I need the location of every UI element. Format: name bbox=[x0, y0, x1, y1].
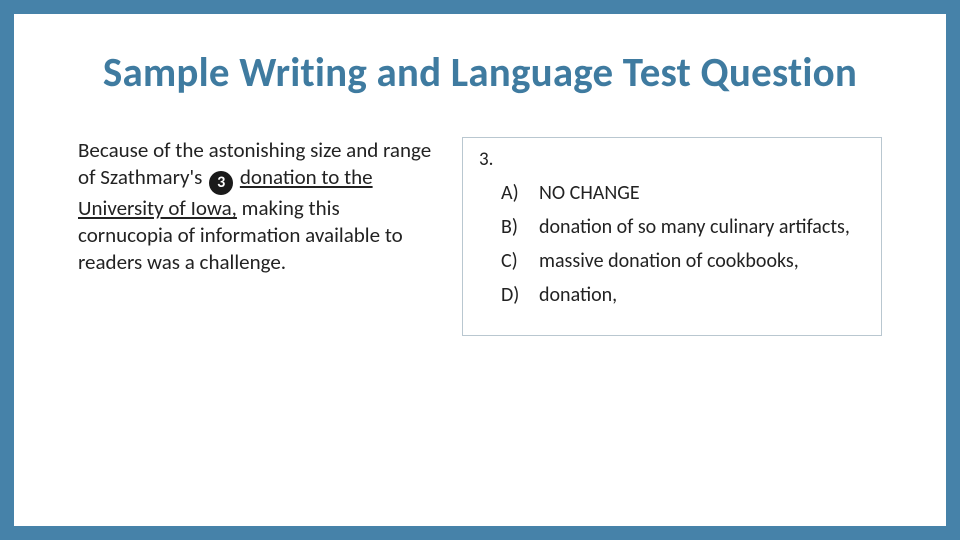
question-ref-badge: 3 bbox=[209, 171, 233, 195]
choice-text: donation, bbox=[539, 283, 617, 307]
choice-a[interactable]: A) NO CHANGE bbox=[501, 181, 865, 205]
choice-text: NO CHANGE bbox=[539, 181, 640, 205]
choice-label: D) bbox=[501, 283, 525, 307]
answer-box: 3. A) NO CHANGE B) donation of so many c… bbox=[462, 137, 882, 336]
choice-list: A) NO CHANGE B) donation of so many culi… bbox=[479, 181, 865, 307]
choice-text: massive donation of cookbooks, bbox=[539, 249, 799, 273]
choice-label: A) bbox=[501, 181, 525, 205]
choice-label: B) bbox=[501, 215, 525, 239]
question-number: 3. bbox=[479, 148, 865, 171]
choice-c[interactable]: C) massive donation of cookbooks, bbox=[501, 249, 865, 273]
choice-text: donation of so many culinary artifacts, bbox=[539, 215, 850, 239]
passage-text: Because of the astonishing size and rang… bbox=[78, 137, 438, 276]
choice-label: C) bbox=[501, 249, 525, 273]
choice-b[interactable]: B) donation of so many culinary artifact… bbox=[501, 215, 865, 239]
slide-frame: Sample Writing and Language Test Questio… bbox=[0, 0, 960, 540]
slide-title: Sample Writing and Language Test Questio… bbox=[74, 50, 886, 97]
choice-d[interactable]: D) donation, bbox=[501, 283, 865, 307]
content-row: Because of the astonishing size and rang… bbox=[74, 137, 886, 336]
